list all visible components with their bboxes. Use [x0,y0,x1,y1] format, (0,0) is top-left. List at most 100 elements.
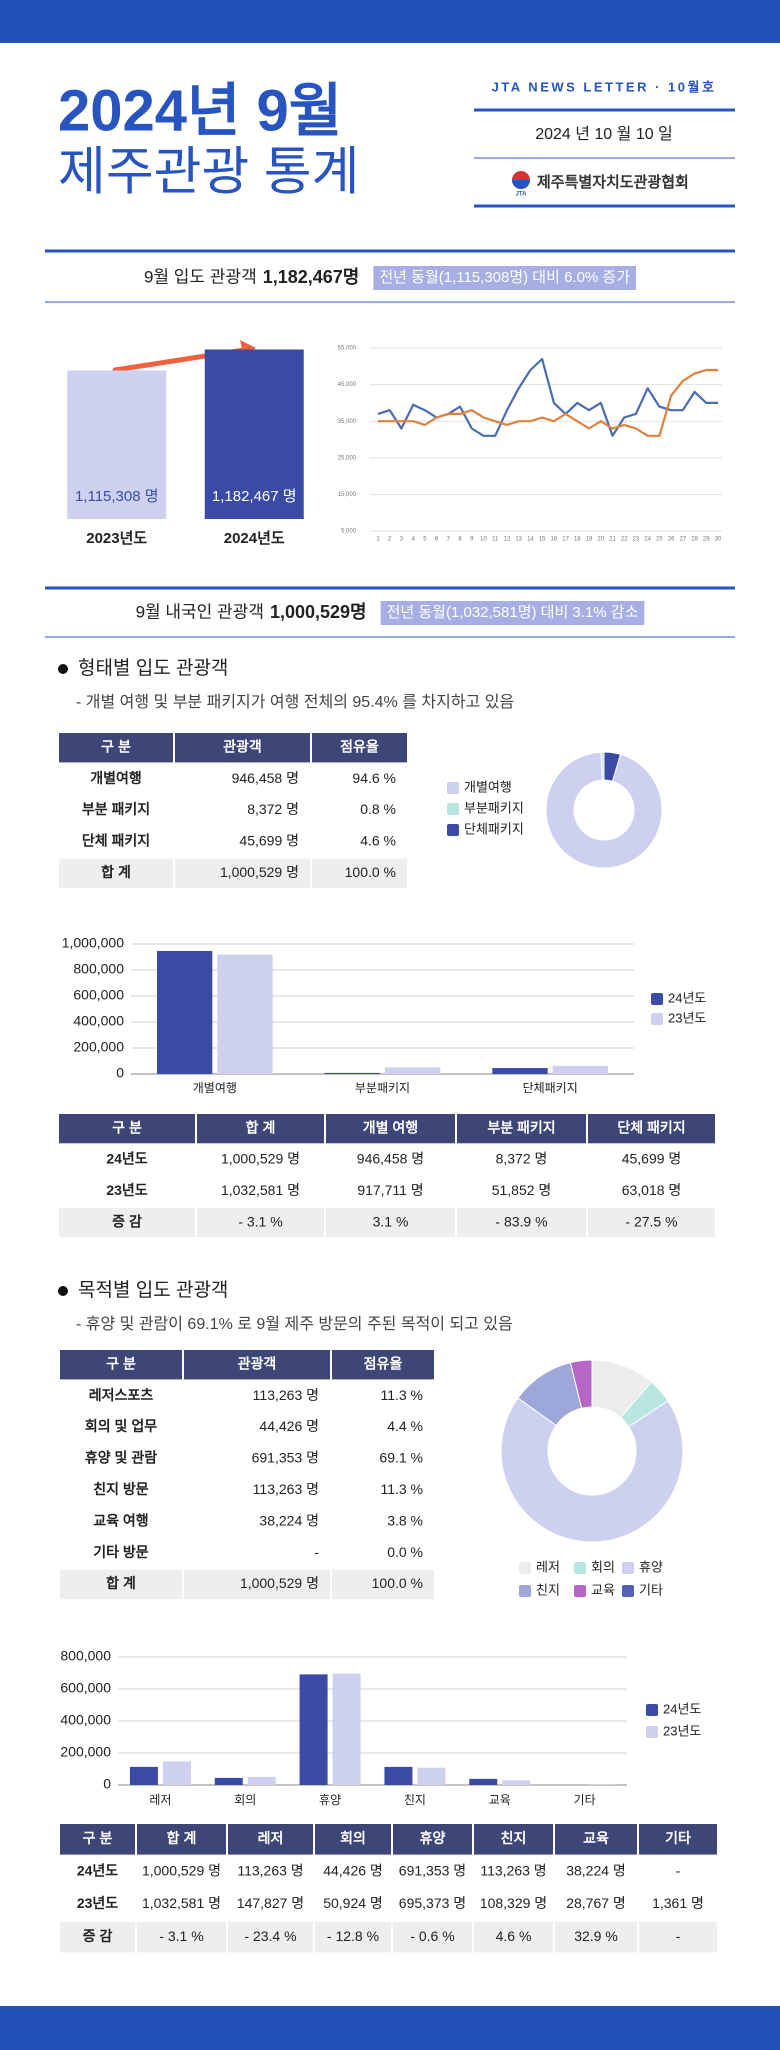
table-cell-text: 1,000,529 명 [240,1575,319,1591]
y-tick-label: 200,000 [60,1744,111,1760]
table-cell [639,1824,717,1855]
x-tick-label: 2024년도 [224,530,285,547]
table-cell-text: 108,329 명 [480,1895,547,1911]
table-cell [474,1921,553,1953]
table-cell-text: 11.3 % [380,1481,423,1497]
table-header: 점유율 [364,1355,403,1371]
table-cell [60,1569,182,1600]
table-cell-text: 증 감 [112,1213,142,1229]
table-cell-text: - 12.8 % [327,1928,379,1944]
x-tick-label: 25 [656,537,663,543]
legend-swatch [646,1704,658,1716]
bar [162,1761,191,1785]
table-cell-text: 691,353 명 [252,1450,319,1466]
legend-swatch [574,1585,586,1597]
y-tick-label: 600,000 [60,1680,111,1696]
table-header: 회의 [340,1830,366,1846]
summary-label: 9월 내국인 관광객 [136,602,264,621]
x-tick-label: 4 [412,537,416,543]
table-cell-text: - 3.1 % [238,1213,282,1229]
x-tick-label: 8 [458,537,462,543]
table-cell-text: 11.3 % [380,1387,423,1403]
legend-swatch [646,1726,658,1738]
table-cell-text: 휴양 및 관람 [85,1450,157,1466]
x-tick-label: 26 [668,537,675,543]
legend-label: 단체패키지 [464,821,524,836]
table-header: 레저 [258,1830,284,1846]
summary-highlight [380,601,645,625]
table-cell-text: 946,458 명 [232,770,299,786]
summary-value: 1,000,529명 [270,602,367,622]
table-cell-text: 레저스포츠 [89,1387,154,1403]
legend-swatch [519,1562,531,1574]
table-cell [315,1921,391,1953]
table-cell-text: - 3.1 % [159,1928,203,1944]
legend-swatch [651,993,663,1005]
legend-label: 회의 [591,1559,615,1574]
table-cell [332,1569,434,1600]
table-header: 교육 [583,1830,609,1846]
pie-slice [545,751,663,869]
legend-label: 부분패키지 [464,800,524,815]
x-tick-label: 22 [621,537,628,543]
y-tick-label: 55,000 [338,346,357,352]
table-cell-text: 3.1 % [373,1213,409,1229]
table-cell-text: 50,924 명 [323,1895,383,1911]
table-cell [59,733,173,763]
table-header: 관광객 [223,738,262,754]
table-cell [312,858,407,888]
legend-label: 개별여행 [464,779,512,794]
y-tick-label: 45,000 [338,382,357,388]
x-tick-label: 교육 [489,1793,511,1807]
table-header: 합 계 [167,1830,197,1846]
legend-swatch [622,1562,634,1574]
table-cell-text: 4.6 % [360,833,396,849]
legend-swatch [622,1585,634,1597]
x-tick-label: 27 [679,537,686,543]
table-cell-text: 8,372 명 [496,1151,548,1167]
legend-label: 교육 [591,1582,615,1597]
table-cell-text: 691,353 명 [399,1863,466,1879]
x-tick-label: 5 [423,537,427,543]
bullet [58,1286,68,1296]
table-cell-text: 개별여행 [90,770,142,786]
table-cell-text: - 23.4 % [244,1928,296,1944]
table-cell-text: 94.6 % [352,770,396,786]
x-tick-label: 21 [609,537,616,543]
bar [332,1673,361,1785]
table-cell-text: 63,018 명 [622,1182,682,1198]
table-cell-text: 44,426 명 [323,1863,383,1879]
table-cell-text: - [314,1544,319,1560]
y-tick-label: 25,000 [338,455,357,461]
x-tick-label: 20 [597,537,604,543]
bar [324,1072,380,1074]
x-tick-label: 9 [470,537,474,543]
table-cell [588,1207,715,1238]
y-tick-label: 400,000 [60,1712,111,1728]
table-header: 구 분 [106,1355,136,1371]
bar [157,950,213,1074]
line-series [377,357,718,437]
title-line2: 제주관광 통계 [58,144,360,202]
legend-swatch [574,1562,586,1574]
summary-label: 9월 입도 관광객 [144,267,257,286]
table-cell [60,1824,135,1855]
legend-label: 24년도 [668,990,706,1005]
x-tick-label: 14 [527,537,534,543]
bar [217,954,273,1074]
table-cell-text: 946,458 명 [357,1151,424,1167]
table-cell [315,1824,391,1855]
table-cell-text: 38,224 명 [259,1512,319,1528]
table-cell-text: 44,426 명 [259,1418,319,1434]
legend-label: 휴양 [639,1559,663,1574]
table-cell-text: - [676,1863,681,1879]
table-cell [332,1350,434,1380]
table-cell-text: 69.1 % [379,1450,423,1466]
table-cell [228,1824,313,1855]
table-cell-text: 24년도 [106,1151,147,1167]
table-cell-text: 147,827 명 [237,1895,304,1911]
pie-slice [500,1397,684,1543]
table-cell-text: 1,032,581 명 [142,1895,221,1911]
table-cell-text: 1,000,529 명 [221,1151,300,1167]
line-series [378,368,718,437]
